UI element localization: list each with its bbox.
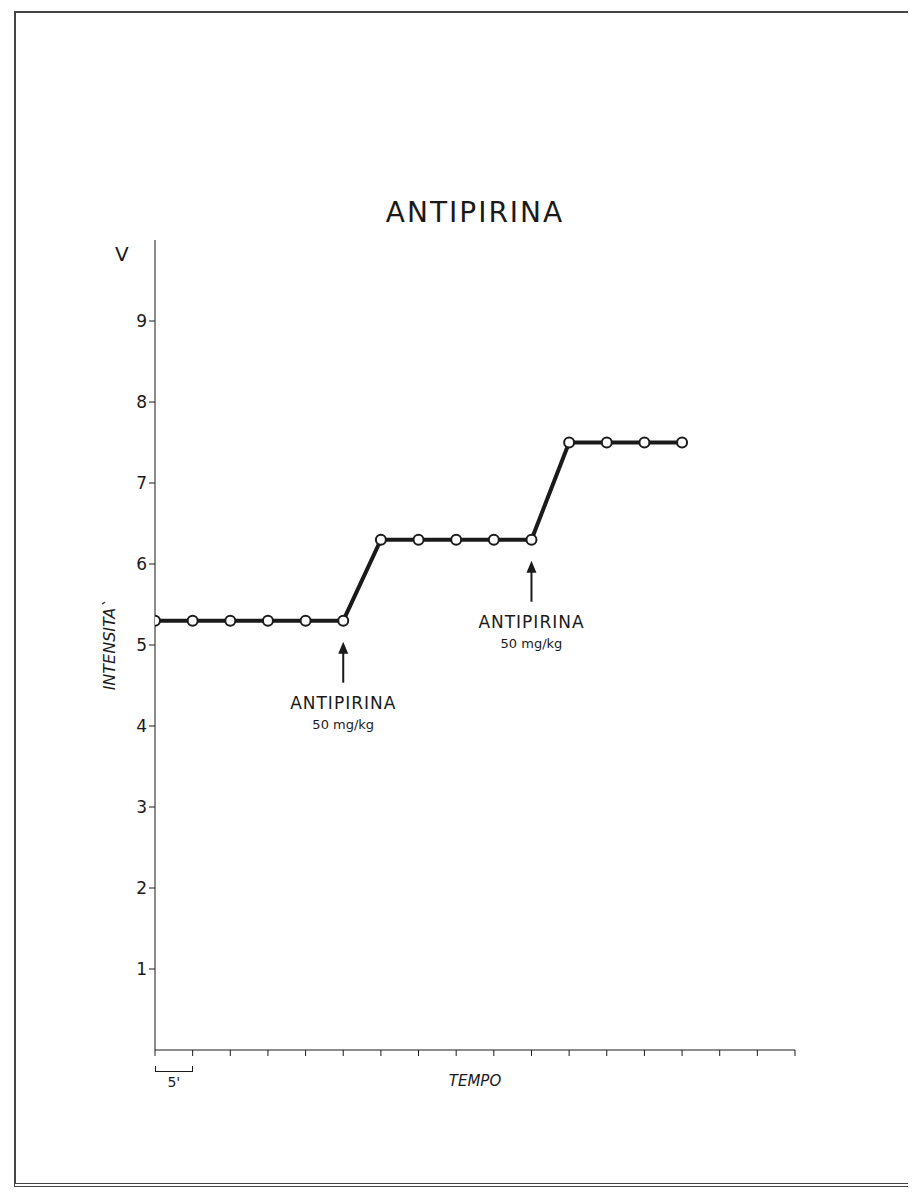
svg-text:50 mg/kg: 50 mg/kg xyxy=(312,717,374,732)
html-text:5': 5' xyxy=(167,1074,181,1090)
svg-text:ANTIPIRINA: ANTIPIRINA xyxy=(478,612,584,632)
svg-text:6: 6 xyxy=(136,554,147,574)
svg-text:1: 1 xyxy=(136,959,147,979)
svg-text:2: 2 xyxy=(136,878,147,898)
svg-text:INTENSITA`: INTENSITA` xyxy=(100,600,119,691)
svg-text:7: 7 xyxy=(136,473,147,493)
svg-text:4: 4 xyxy=(136,716,147,736)
svg-text:TEMPO: TEMPO xyxy=(449,1072,502,1090)
html-text:ANTIPIRINA: ANTIPIRINA xyxy=(385,196,565,229)
svg-text:9: 9 xyxy=(136,311,147,331)
svg-text:8: 8 xyxy=(136,392,147,412)
svg-text:3: 3 xyxy=(136,797,147,817)
svg-text:ANTIPIRINA: ANTIPIRINA xyxy=(290,693,396,713)
html-text:V: V xyxy=(115,242,129,266)
svg-text:50 mg/kg: 50 mg/kg xyxy=(501,636,563,651)
svg-text:5: 5 xyxy=(136,635,147,655)
